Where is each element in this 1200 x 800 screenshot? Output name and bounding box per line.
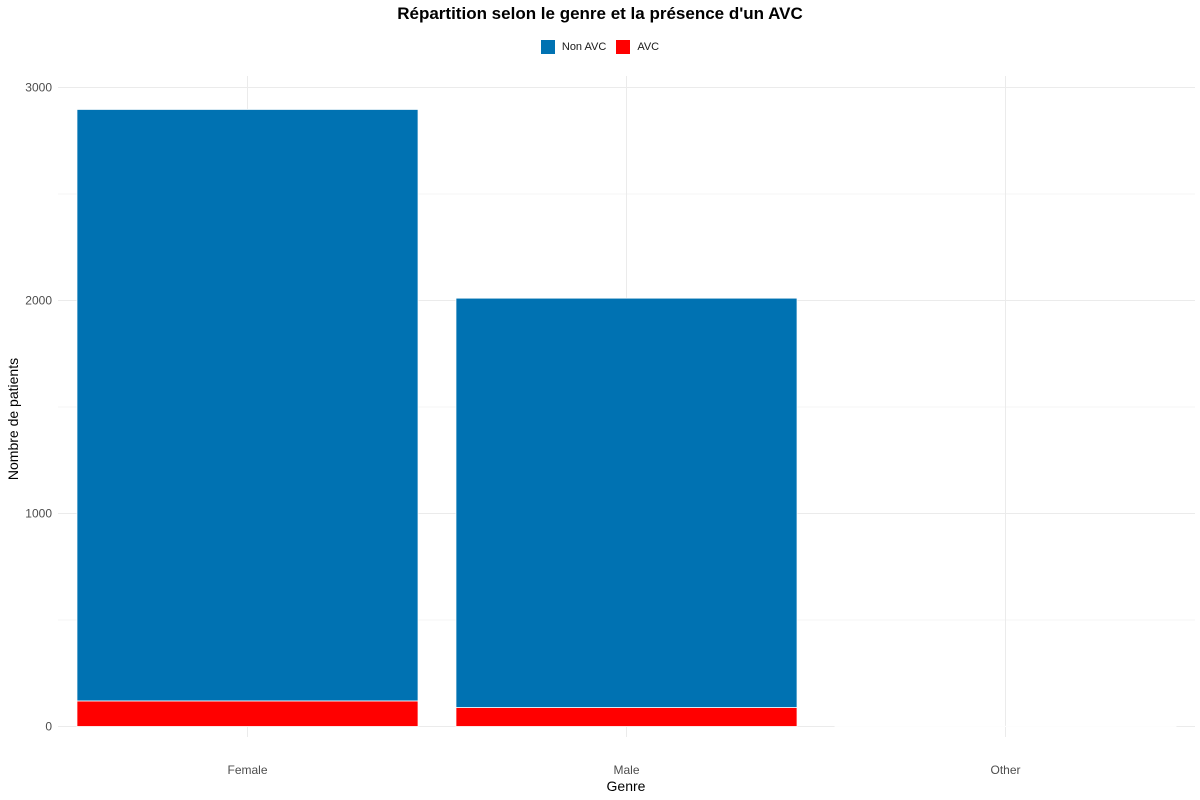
y-tick-label: 1000 — [25, 507, 52, 521]
legend-item-avc: AVC — [616, 40, 659, 54]
x-tick-label: Male — [613, 763, 639, 777]
bar-avc-female — [76, 700, 419, 727]
legend-item-non-avc: Non AVC — [540, 40, 607, 54]
chart-title: Répartition selon le genre et la présenc… — [397, 4, 803, 23]
legend: Non AVC AVC — [0, 40, 1200, 54]
bar-non-avc-female — [76, 109, 419, 702]
legend-label-non-avc: Non AVC — [561, 41, 607, 53]
bar-avc-male — [455, 707, 798, 727]
y-tick-label: 3000 — [25, 81, 52, 95]
bar-non-avc-male — [455, 297, 798, 708]
y-tick-label: 2000 — [25, 294, 52, 308]
x-axis-ticks: Female Male Other — [227, 763, 1020, 777]
legend-swatch-non-avc — [540, 40, 555, 54]
y-tick-label: 0 — [45, 720, 52, 734]
y-axis-title: Nombre de patients — [5, 358, 21, 480]
legend-swatch-avc — [616, 40, 631, 54]
x-tick-label: Female — [227, 763, 267, 777]
x-axis-title: Genre — [607, 778, 646, 794]
y-axis-ticks: 0 1000 2000 3000 — [25, 81, 52, 734]
x-tick-label: Other — [990, 763, 1020, 777]
legend-label-avc: AVC — [637, 41, 660, 53]
bars — [76, 109, 1177, 727]
